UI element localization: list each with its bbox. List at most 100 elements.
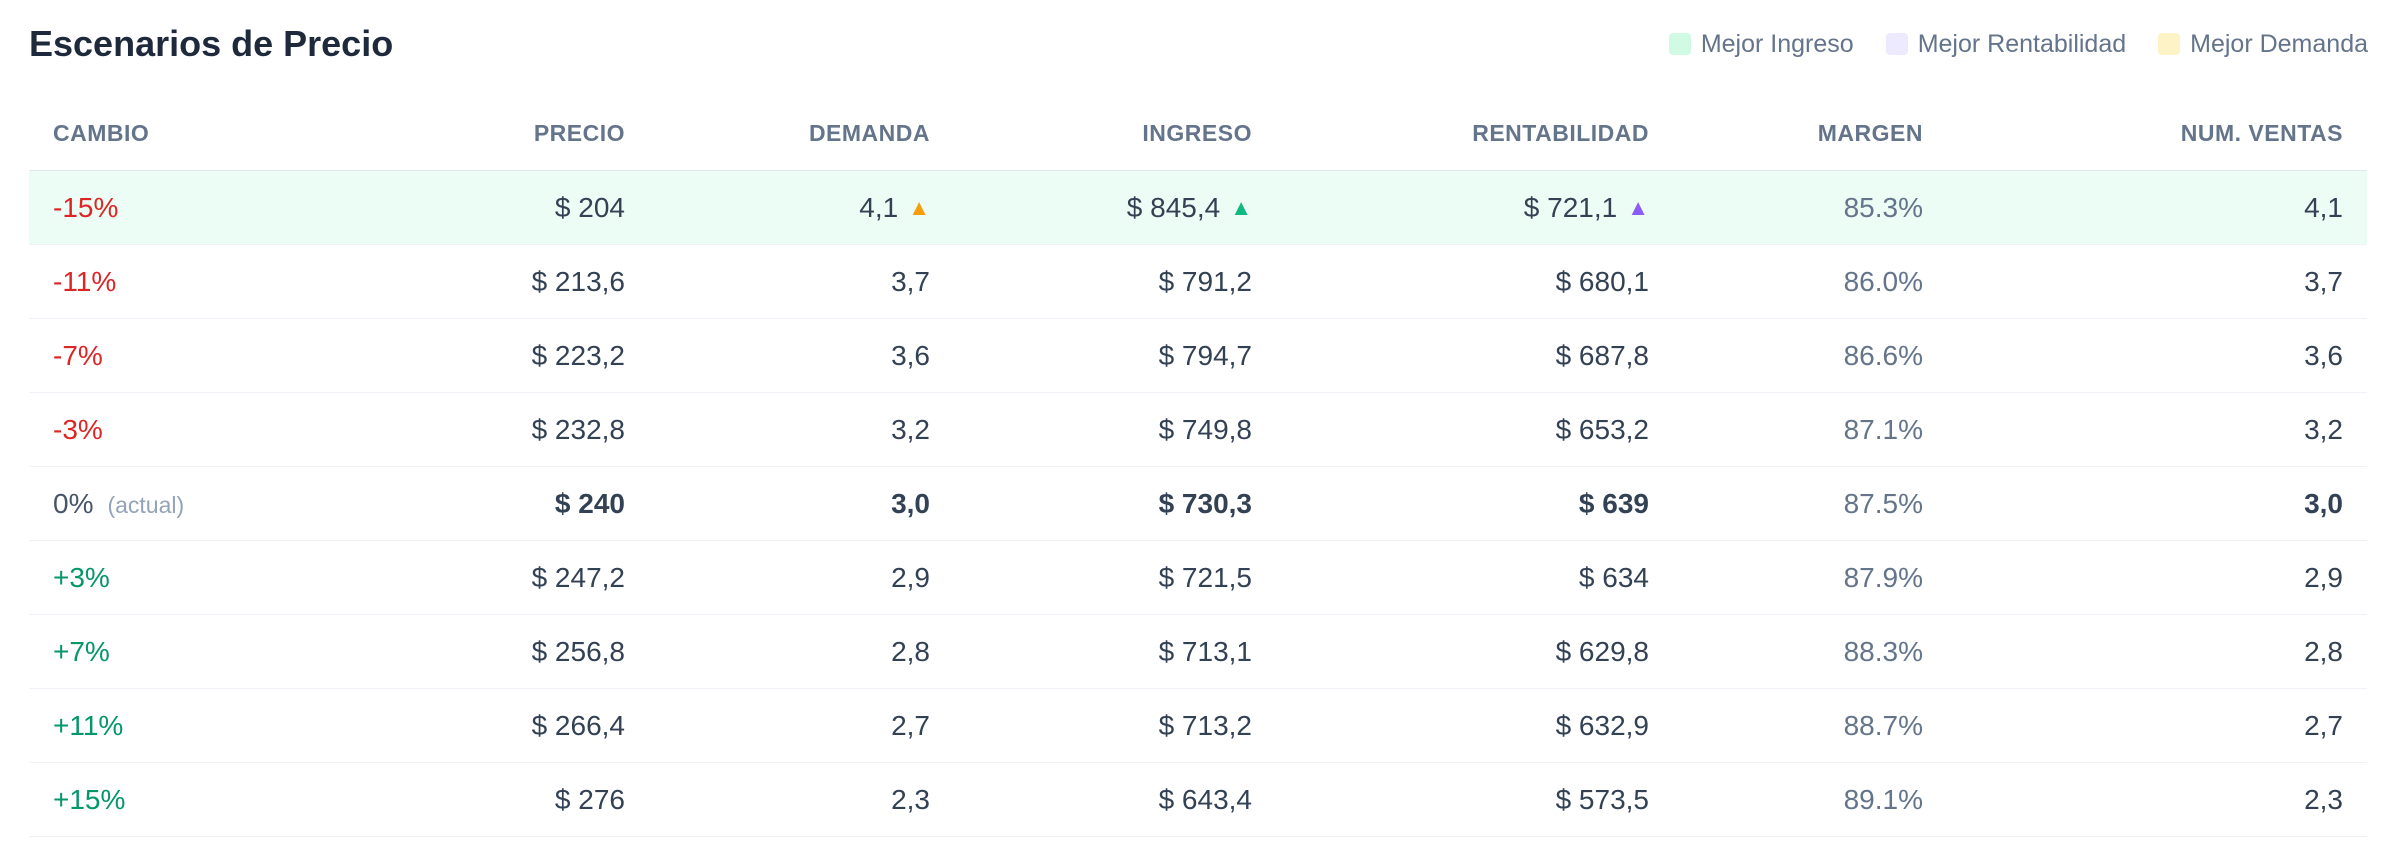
cell-margen: 87.1% — [1673, 392, 1947, 467]
cell-num-ventas: 3,6 — [1947, 318, 2367, 393]
cell-precio: $ 256,8 — [349, 614, 649, 689]
cell-ingreso-value: $ 845,4 — [1126, 191, 1221, 223]
cell-ingreso: $ 749,8 — [954, 392, 1276, 467]
legend-item-mejor-demanda: Mejor Demanda — [2158, 26, 2368, 62]
table-row[interactable]: +3% $ 247,2 2,9 $ 721,5 $ 634 87.9% 2,9 — [29, 540, 2367, 615]
cell-demanda: 3,2 — [649, 392, 954, 467]
cell-precio: $ 204 — [349, 170, 649, 245]
cell-ingreso: $ 713,2 — [954, 688, 1276, 763]
table-header-row: CAMBIO PRECIO DEMANDA INGRESO RENTABILID… — [29, 96, 2367, 171]
cell-num-ventas: 3,2 — [1947, 392, 2367, 467]
cell-precio: $ 266,4 — [349, 688, 649, 763]
cell-margen: 87.5% — [1673, 466, 1947, 541]
cell-rentabilidad: $ 687,8 — [1276, 318, 1673, 393]
cell-demanda: 3,6 — [649, 318, 954, 393]
cell-precio: $ 213,6 — [349, 244, 649, 319]
cell-ingreso: $ 713,1 — [954, 614, 1276, 689]
cell-margen: 88.7% — [1673, 688, 1947, 763]
legend: Mejor Ingreso Mejor Rentabilidad Mejor D… — [1637, 26, 2368, 62]
cell-precio: $ 223,2 — [349, 318, 649, 393]
legend-swatch-demanda — [2158, 33, 2181, 55]
cell-cambio: +15% — [29, 762, 349, 837]
cell-demanda: 4,1 ▲ — [649, 170, 954, 245]
table-row[interactable]: +7% $ 256,8 2,8 $ 713,1 $ 629,8 88.3% 2,… — [29, 614, 2367, 689]
best-demanda-triangle-icon: ▲ — [908, 194, 930, 220]
cell-ingreso: $ 845,4 ▲ — [954, 170, 1276, 245]
cell-demanda: 2,9 — [649, 540, 954, 615]
cell-num-ventas: 2,7 — [1947, 688, 2367, 763]
cell-demanda: 2,3 — [649, 762, 954, 837]
table-row[interactable]: -7% $ 223,2 3,6 $ 794,7 $ 687,8 86.6% 3,… — [29, 318, 2367, 393]
table-row[interactable]: +11% $ 266,4 2,7 $ 713,2 $ 632,9 88.7% 2… — [29, 688, 2367, 763]
cell-demanda-value: 4,1 — [859, 191, 899, 223]
cell-demanda: 3,7 — [649, 244, 954, 319]
cell-margen: 86.6% — [1673, 318, 1947, 393]
cell-ingreso: $ 721,5 — [954, 540, 1276, 615]
cell-demanda: 3,0 — [649, 466, 954, 541]
cell-cambio: +3% — [29, 540, 349, 615]
legend-swatch-rentabilidad — [1885, 33, 1908, 55]
cell-precio: $ 240 — [349, 466, 649, 541]
cell-cambio: -11% — [29, 244, 349, 319]
column-header-num-ventas[interactable]: NUM. VENTAS — [1947, 96, 2367, 171]
cell-rentabilidad: $ 721,1 ▲ — [1276, 170, 1673, 245]
cell-ingreso: $ 730,3 — [954, 466, 1276, 541]
cell-cambio-value: 0% — [53, 487, 94, 519]
cell-rentabilidad: $ 639 — [1276, 466, 1673, 541]
cell-rentabilidad: $ 632,9 — [1276, 688, 1673, 763]
legend-item-mejor-rentabilidad: Mejor Rentabilidad — [1885, 26, 2127, 62]
cell-num-ventas: 2,3 — [1947, 762, 2367, 837]
scenarios-table: CAMBIO PRECIO DEMANDA INGRESO RENTABILID… — [29, 96, 2367, 837]
cell-num-ventas: 2,9 — [1947, 540, 2367, 615]
legend-label: Mejor Demanda — [2190, 30, 2368, 58]
cell-cambio: +7% — [29, 614, 349, 689]
cell-demanda: 2,7 — [649, 688, 954, 763]
cell-precio: $ 276 — [349, 762, 649, 837]
cell-num-ventas: 3,0 — [1947, 466, 2367, 541]
table-row[interactable]: -3% $ 232,8 3,2 $ 749,8 $ 653,2 87.1% 3,… — [29, 392, 2367, 467]
cell-cambio: +11% — [29, 688, 349, 763]
page-title: Escenarios de Precio — [29, 23, 394, 64]
cell-margen: 87.9% — [1673, 540, 1947, 615]
cell-ingreso: $ 643,4 — [954, 762, 1276, 837]
current-note: (actual) — [107, 491, 185, 518]
column-header-ingreso[interactable]: INGRESO — [954, 96, 1276, 171]
cell-rentabilidad: $ 629,8 — [1276, 614, 1673, 689]
cell-precio: $ 247,2 — [349, 540, 649, 615]
table-row[interactable]: -15% $ 204 4,1 ▲ $ 845,4 ▲ $ 721,1 ▲ 85.3% … — [29, 170, 2367, 245]
cell-num-ventas: 4,1 — [1947, 170, 2367, 245]
column-header-demanda[interactable]: DEMANDA — [649, 96, 954, 171]
cell-rentabilidad-value: $ 721,1 — [1523, 191, 1618, 223]
table-row[interactable]: +15% $ 276 2,3 $ 643,4 $ 573,5 89.1% 2,3 — [29, 762, 2367, 837]
cell-rentabilidad: $ 573,5 — [1276, 762, 1673, 837]
cell-cambio: -15% — [29, 170, 349, 245]
cell-margen: 88.3% — [1673, 614, 1947, 689]
cell-ingreso: $ 794,7 — [954, 318, 1276, 393]
cell-num-ventas: 3,7 — [1947, 244, 2367, 319]
cell-margen: 89.1% — [1673, 762, 1947, 837]
cell-cambio: -3% — [29, 392, 349, 467]
legend-swatch-ingreso — [1668, 33, 1691, 55]
table-row-current[interactable]: 0% (actual) $ 240 3,0 $ 730,3 $ 639 87.5%… — [29, 466, 2367, 541]
table-row[interactable]: -11% $ 213,6 3,7 $ 791,2 $ 680,1 86.0% 3… — [29, 244, 2367, 319]
cell-rentabilidad: $ 653,2 — [1276, 392, 1673, 467]
cell-margen: 86.0% — [1673, 244, 1947, 319]
column-header-cambio[interactable]: CAMBIO — [29, 96, 349, 171]
cell-cambio: -7% — [29, 318, 349, 393]
cell-demanda: 2,8 — [649, 614, 954, 689]
column-header-margen[interactable]: MARGEN — [1673, 96, 1947, 171]
legend-item-mejor-ingreso: Mejor Ingreso — [1668, 26, 1854, 62]
cell-cambio: 0% (actual) — [29, 466, 349, 541]
cell-margen: 85.3% — [1673, 170, 1947, 245]
cell-num-ventas: 2,8 — [1947, 614, 2367, 689]
best-ingreso-triangle-icon: ▲ — [1230, 194, 1252, 220]
cell-ingreso: $ 791,2 — [954, 244, 1276, 319]
cell-rentabilidad: $ 634 — [1276, 540, 1673, 615]
cell-rentabilidad: $ 680,1 — [1276, 244, 1673, 319]
column-header-precio[interactable]: PRECIO — [349, 96, 649, 171]
legend-label: Mejor Ingreso — [1700, 30, 1854, 58]
legend-label: Mejor Rentabilidad — [1917, 30, 2127, 58]
cell-precio: $ 232,8 — [349, 392, 649, 467]
column-header-rentabilidad[interactable]: RENTABILIDAD — [1276, 96, 1673, 171]
